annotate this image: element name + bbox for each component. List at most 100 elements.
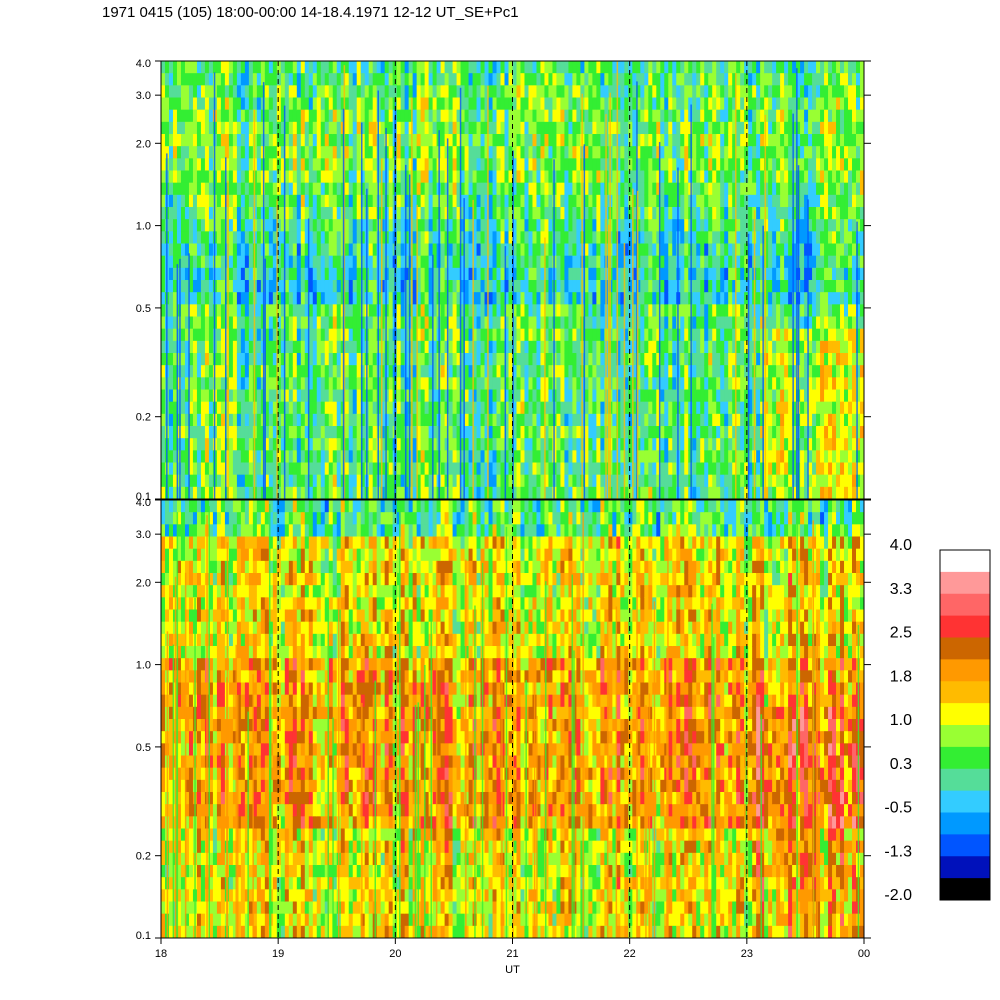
heatmap-cell xyxy=(184,182,190,196)
heatmap-cell xyxy=(200,401,206,415)
heatmap-cell xyxy=(161,121,166,135)
heatmap-cell xyxy=(488,146,494,159)
heatmap-cell xyxy=(208,61,214,74)
heatmap-cell xyxy=(504,389,510,403)
heatmap-cell xyxy=(388,438,394,451)
heatmap-cell xyxy=(480,304,486,318)
heatmap-cell xyxy=(412,267,418,281)
heatmap-cell xyxy=(476,73,482,86)
heatmap-cell xyxy=(348,377,354,391)
heatmap-cell xyxy=(256,207,262,220)
heatmap-cell xyxy=(456,462,462,476)
heatmap-cell xyxy=(440,462,446,476)
heatmap-cell xyxy=(660,158,665,172)
heatmap-cell xyxy=(420,194,426,208)
heatmap-cell xyxy=(220,182,226,196)
heatmap-cell xyxy=(432,243,438,257)
heatmap-cell xyxy=(668,292,673,305)
heatmap-cell xyxy=(240,158,246,172)
heatmap-cell xyxy=(360,365,366,378)
heatmap-cell xyxy=(192,61,198,74)
heatmap-cell xyxy=(616,219,621,232)
heatmap-cell xyxy=(548,219,554,232)
heatmap-cell xyxy=(304,182,310,196)
heatmap-cell xyxy=(396,146,402,159)
heatmap-cell xyxy=(408,61,414,74)
heatmap-cell xyxy=(416,426,422,439)
heatmap-cell xyxy=(508,450,514,464)
heatmap-cell xyxy=(256,365,262,378)
heatmap-cell xyxy=(652,450,657,464)
heatmap-cell xyxy=(456,158,462,172)
heatmap-cell xyxy=(692,450,697,464)
heatmap-cell xyxy=(628,134,633,147)
heatmap-cell xyxy=(188,280,194,293)
heatmap-cell xyxy=(584,426,589,439)
heatmap-cell xyxy=(628,328,633,342)
heatmap-cell xyxy=(372,73,378,86)
heatmap-cell xyxy=(636,450,641,464)
heatmap-cell xyxy=(356,401,362,415)
heatmap-cell xyxy=(228,474,234,488)
heatmap-cell xyxy=(228,426,234,439)
heatmap-cell xyxy=(588,267,593,281)
heatmap-cell xyxy=(300,292,306,305)
heatmap-cell xyxy=(188,207,194,220)
heatmap-cell xyxy=(468,316,474,330)
heatmap-cell xyxy=(652,170,657,184)
heatmap-cell xyxy=(460,389,466,403)
heatmap-cell xyxy=(268,170,274,184)
heatmap-cell xyxy=(544,474,550,488)
heatmap-cell xyxy=(280,353,286,366)
heatmap-cell xyxy=(316,85,322,99)
heatmap-cell xyxy=(272,426,278,439)
heatmap-cell xyxy=(484,194,490,208)
heatmap-cell xyxy=(196,73,202,86)
heatmap-cell xyxy=(564,73,570,86)
heatmap-cell xyxy=(264,134,270,147)
heatmap-cell xyxy=(584,231,589,245)
heatmap-cell xyxy=(324,292,330,305)
heatmap-cell xyxy=(272,267,278,281)
heatmap-cell xyxy=(296,304,302,318)
heatmap-cell xyxy=(680,182,685,196)
heatmap-cell xyxy=(380,182,386,196)
heatmap-cell xyxy=(632,170,637,184)
heatmap-cell xyxy=(596,292,601,305)
heatmap-cell xyxy=(312,340,318,354)
heatmap-cell xyxy=(200,73,206,86)
heatmap-cell xyxy=(232,182,238,196)
heatmap-cell xyxy=(224,61,230,74)
heatmap-cell xyxy=(476,426,482,439)
heatmap-cell xyxy=(256,109,262,123)
heatmap-cell xyxy=(600,377,605,391)
heatmap-cell xyxy=(444,340,450,354)
heatmap-cell xyxy=(492,219,498,232)
heatmap-cell xyxy=(400,340,406,354)
heatmap-cell xyxy=(496,280,502,293)
heatmap-cell xyxy=(692,438,697,451)
heatmap-cell xyxy=(596,146,601,159)
heatmap-cell xyxy=(628,97,633,111)
heatmap-cell xyxy=(196,450,202,464)
heatmap-cell xyxy=(184,158,190,172)
heatmap-cell xyxy=(464,438,470,451)
heatmap-cell xyxy=(296,97,302,111)
heatmap-cell xyxy=(492,389,498,403)
heatmap-cell xyxy=(644,134,649,147)
heatmap-cell xyxy=(700,182,705,196)
heatmap-cell xyxy=(192,377,198,391)
heatmap-cell xyxy=(676,158,681,172)
heatmap-cell xyxy=(684,158,689,172)
heatmap-cell xyxy=(332,97,338,111)
heatmap-cell xyxy=(208,401,214,415)
heatmap-cell xyxy=(184,61,190,74)
heatmap-cell xyxy=(672,450,677,464)
heatmap-cell xyxy=(284,243,290,257)
heatmap-cell xyxy=(632,146,637,159)
heatmap-cell xyxy=(288,85,294,99)
heatmap-cell xyxy=(520,413,526,427)
heatmap-cell xyxy=(284,474,290,488)
heatmap-cell xyxy=(208,353,214,366)
heatmap-cell xyxy=(196,219,202,232)
